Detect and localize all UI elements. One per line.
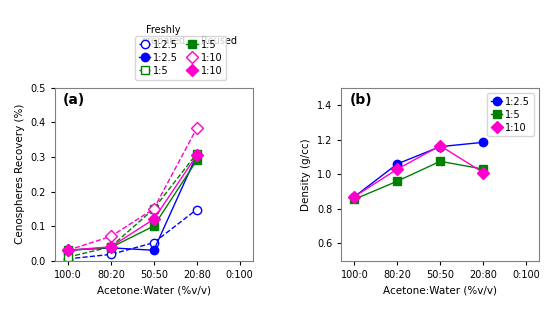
X-axis label: Acetone:Water (%v/v): Acetone:Water (%v/v) xyxy=(383,285,497,295)
Text: (b): (b) xyxy=(349,93,372,107)
Text: Reused: Reused xyxy=(201,36,237,46)
Legend: 1:2.5, 1:5, 1:10: 1:2.5, 1:5, 1:10 xyxy=(487,93,534,136)
Y-axis label: Cenospheres Recovery (%): Cenospheres Recovery (%) xyxy=(15,104,25,245)
Text: (a): (a) xyxy=(63,93,85,107)
Legend: 1:2.5, 1:2.5, 1:5, 1:5, 1:10, 1:10: 1:2.5, 1:2.5, 1:5, 1:5, 1:10, 1:10 xyxy=(135,36,226,80)
X-axis label: Acetone:Water (%v/v): Acetone:Water (%v/v) xyxy=(97,285,211,295)
Y-axis label: Density (g/cc): Density (g/cc) xyxy=(301,138,311,211)
Text: Freshly
prepared: Freshly prepared xyxy=(141,25,186,46)
